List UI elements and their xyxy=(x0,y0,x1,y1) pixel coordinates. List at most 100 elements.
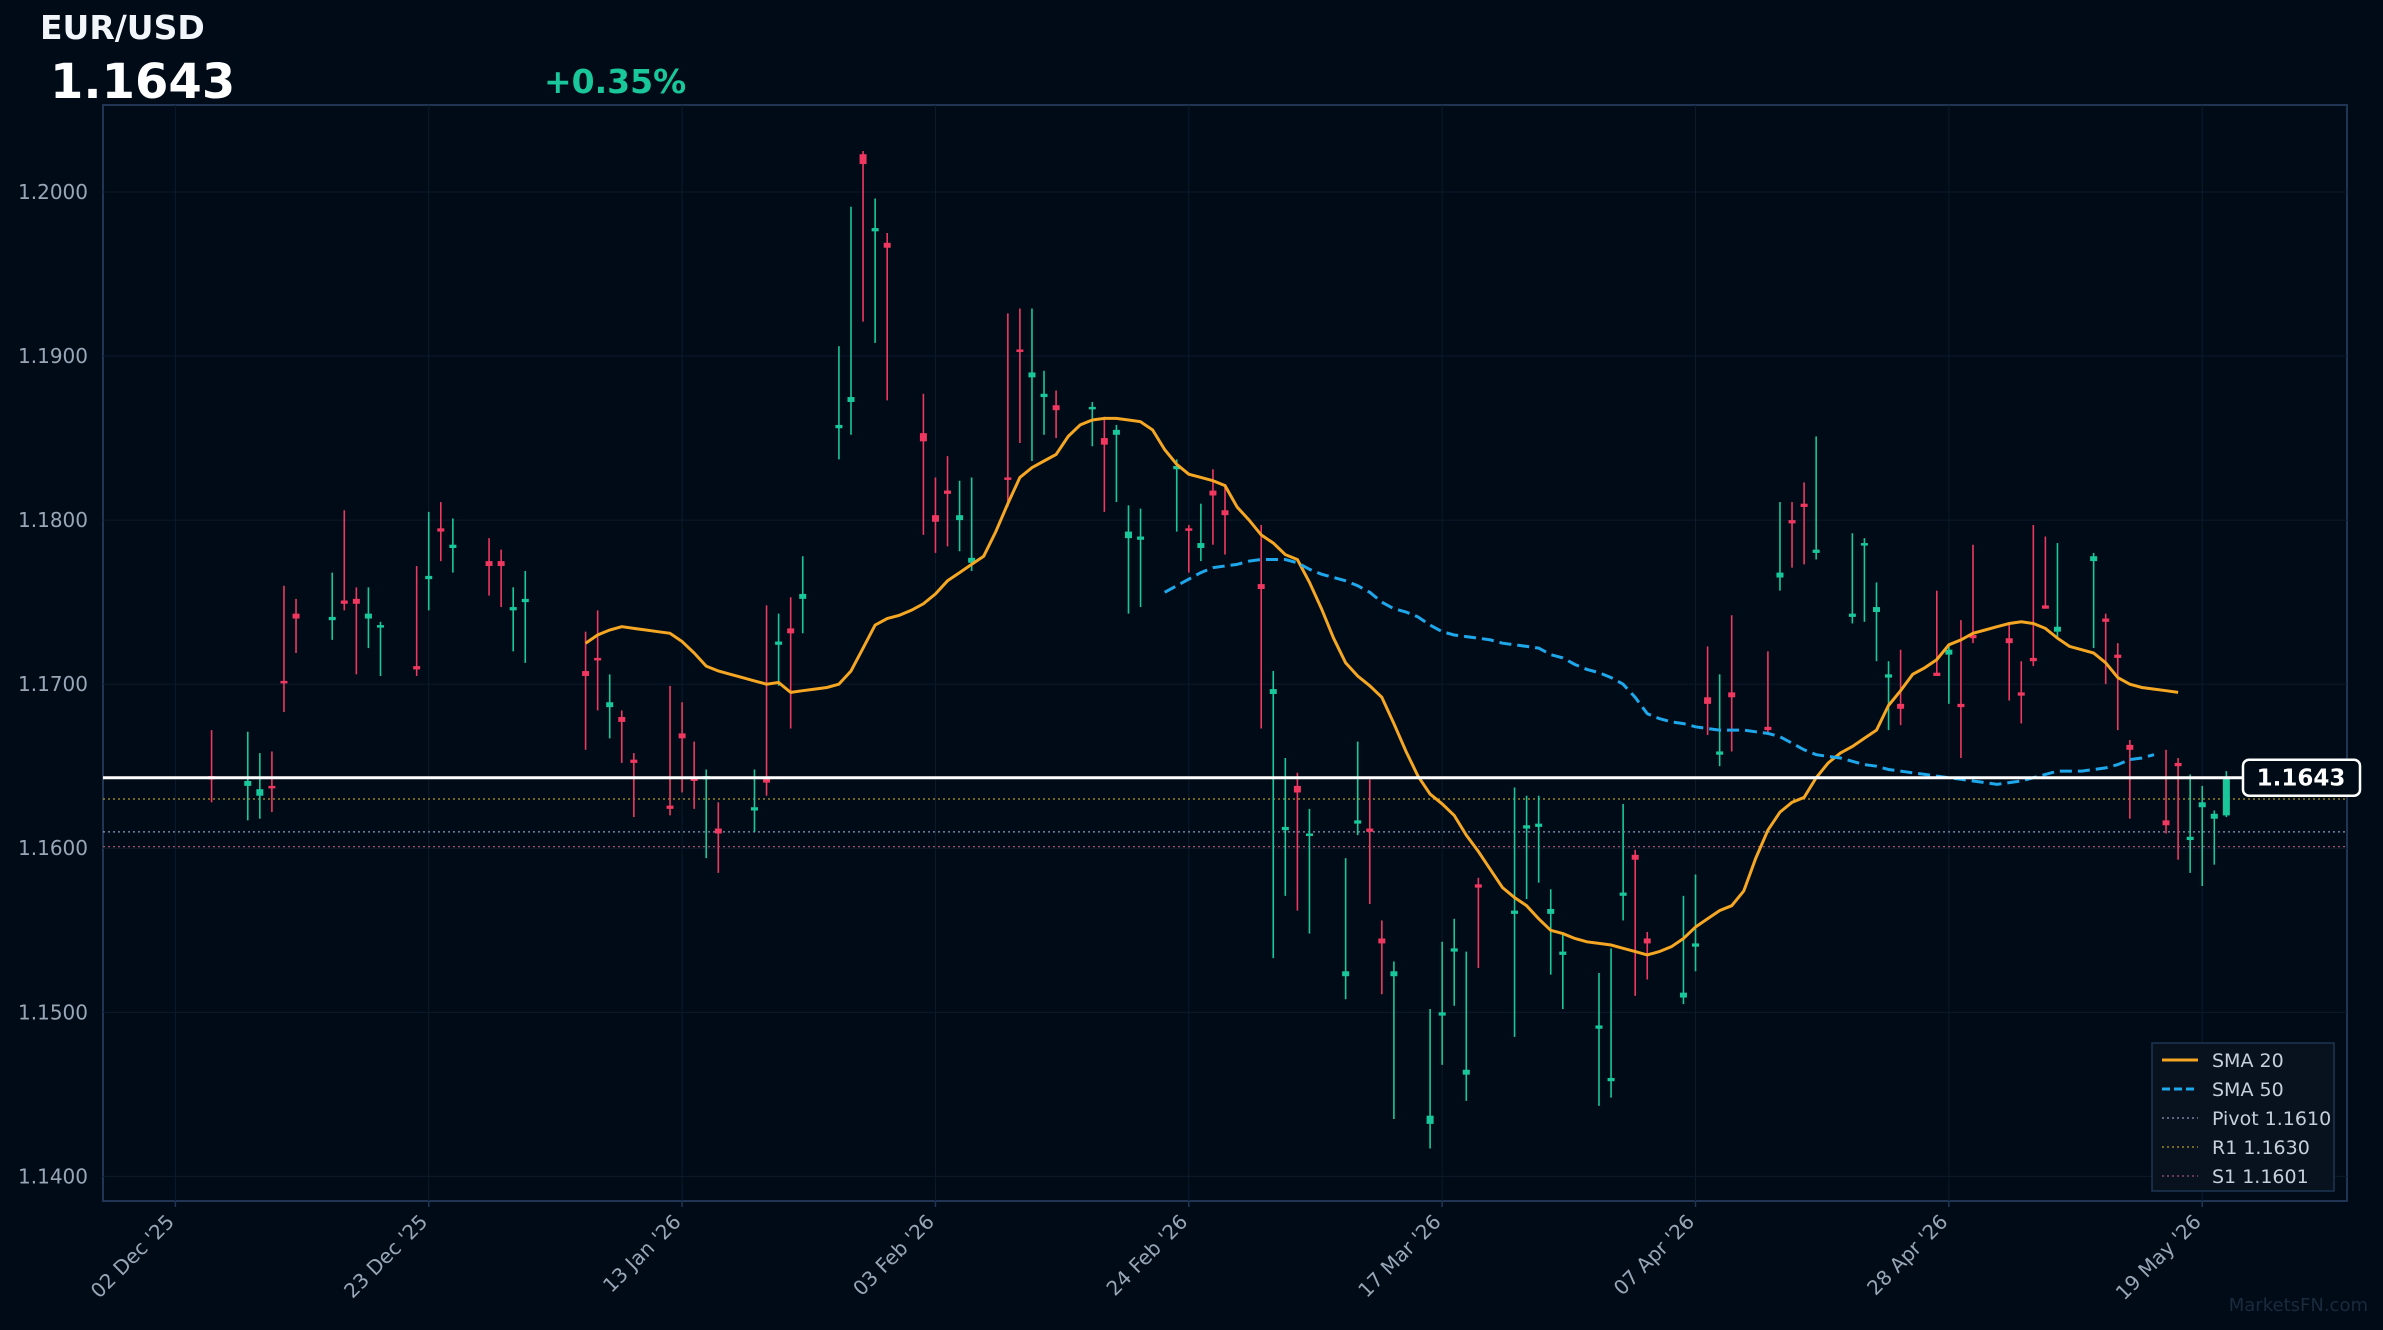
candle xyxy=(1293,772,1301,911)
candle xyxy=(1342,858,1350,1000)
candle xyxy=(847,206,855,435)
candle-body xyxy=(1764,726,1772,731)
candle-body xyxy=(1390,971,1398,977)
candle-body xyxy=(449,544,457,548)
candle xyxy=(2041,536,2049,609)
plot-frame xyxy=(102,104,2348,1202)
candle-body xyxy=(1607,1077,1615,1082)
candle xyxy=(763,605,771,796)
candle-body xyxy=(1366,828,1374,832)
y-tick-label: 1.2000 xyxy=(18,180,88,204)
candle xyxy=(1173,459,1181,532)
candle-body xyxy=(594,657,602,661)
candle xyxy=(618,710,626,763)
x-tick-label: 24 Feb '26 xyxy=(1101,1210,1192,1301)
legend-label: S1 1.1601 xyxy=(2212,1166,2309,1188)
candle-body xyxy=(1559,951,1567,955)
candle xyxy=(425,511,433,611)
candle-body xyxy=(799,593,807,599)
candle-body xyxy=(2162,820,2170,826)
candle-body xyxy=(425,575,433,580)
watermark: MarketsFN.com xyxy=(2229,1295,2368,1316)
y-tick-label: 1.1900 xyxy=(18,344,88,368)
candle-body xyxy=(1704,697,1712,704)
candle-body xyxy=(437,528,445,532)
candle-body xyxy=(931,515,939,522)
candle-body xyxy=(1692,943,1700,947)
x-tick-label: 13 Jan '26 xyxy=(598,1210,686,1298)
candle-body xyxy=(1679,992,1687,998)
candle-body xyxy=(1257,584,1265,590)
candle-body xyxy=(1848,613,1856,617)
candle-body xyxy=(956,515,964,521)
y-tick-label: 1.1700 xyxy=(18,672,88,696)
candle-body xyxy=(328,616,336,621)
x-tick-label: 28 Apr '26 xyxy=(1862,1210,1952,1300)
candle xyxy=(1812,436,1820,560)
candle xyxy=(775,613,783,686)
candle-body xyxy=(2186,836,2194,841)
last-price-badge-label: 1.1643 xyxy=(2257,766,2346,792)
level-lines xyxy=(103,798,2347,848)
candle-body xyxy=(1040,393,1048,398)
candle xyxy=(871,198,879,343)
candle xyxy=(1535,795,1543,883)
candle-body xyxy=(256,789,264,796)
candle xyxy=(1885,661,1893,731)
candle xyxy=(582,631,590,750)
candle-body xyxy=(1100,438,1108,445)
candle-body xyxy=(944,490,952,494)
candle-body xyxy=(835,424,843,429)
candle-body xyxy=(2090,556,2098,562)
candle xyxy=(2114,643,2122,731)
last-price: 1.1643 xyxy=(50,54,236,110)
candle xyxy=(1631,849,1639,996)
candle xyxy=(2198,785,2206,886)
candle xyxy=(1354,741,1362,836)
candle xyxy=(931,477,939,553)
candle-body xyxy=(376,625,384,628)
candle xyxy=(750,769,758,832)
candle xyxy=(1897,649,1905,726)
candle-body xyxy=(1342,971,1350,977)
candle-body xyxy=(1305,833,1313,836)
candle xyxy=(2102,613,2110,685)
candle-body xyxy=(364,613,372,619)
candle xyxy=(859,150,867,322)
candle-body xyxy=(1004,477,1012,480)
candle-body xyxy=(1933,672,1941,676)
sma20-line xyxy=(584,416,2179,957)
x-tick-label: 03 Feb '26 xyxy=(848,1210,939,1301)
candle xyxy=(714,802,722,873)
candle-body xyxy=(1969,634,1977,639)
candle-body xyxy=(1052,405,1060,411)
candle xyxy=(352,587,360,675)
candle-body xyxy=(1897,703,1905,709)
candle xyxy=(1281,758,1289,896)
candle xyxy=(1692,874,1700,972)
candle-body xyxy=(1016,349,1024,352)
candle xyxy=(1716,674,1724,767)
candle-body xyxy=(521,598,529,603)
candle-body xyxy=(1281,826,1289,831)
candle-body xyxy=(714,828,722,834)
candle-body xyxy=(2041,605,2049,609)
candle xyxy=(883,232,891,401)
candle xyxy=(787,597,795,729)
candle-body xyxy=(1028,372,1036,378)
candle xyxy=(799,556,807,634)
candle xyxy=(1933,590,1941,676)
candle xyxy=(956,480,964,552)
last-price-badge xyxy=(2241,758,2362,797)
candle xyxy=(2029,525,2037,667)
candle xyxy=(1848,533,1856,624)
candle xyxy=(835,346,843,460)
candle xyxy=(968,477,976,571)
candle-body xyxy=(1547,908,1555,914)
x-tick-label: 19 May '26 xyxy=(2111,1210,2206,1305)
candle-body xyxy=(497,561,505,567)
candle-body xyxy=(1812,549,1820,553)
candle-body xyxy=(1450,948,1458,952)
candle-body xyxy=(485,561,493,567)
candle-body xyxy=(413,666,421,670)
